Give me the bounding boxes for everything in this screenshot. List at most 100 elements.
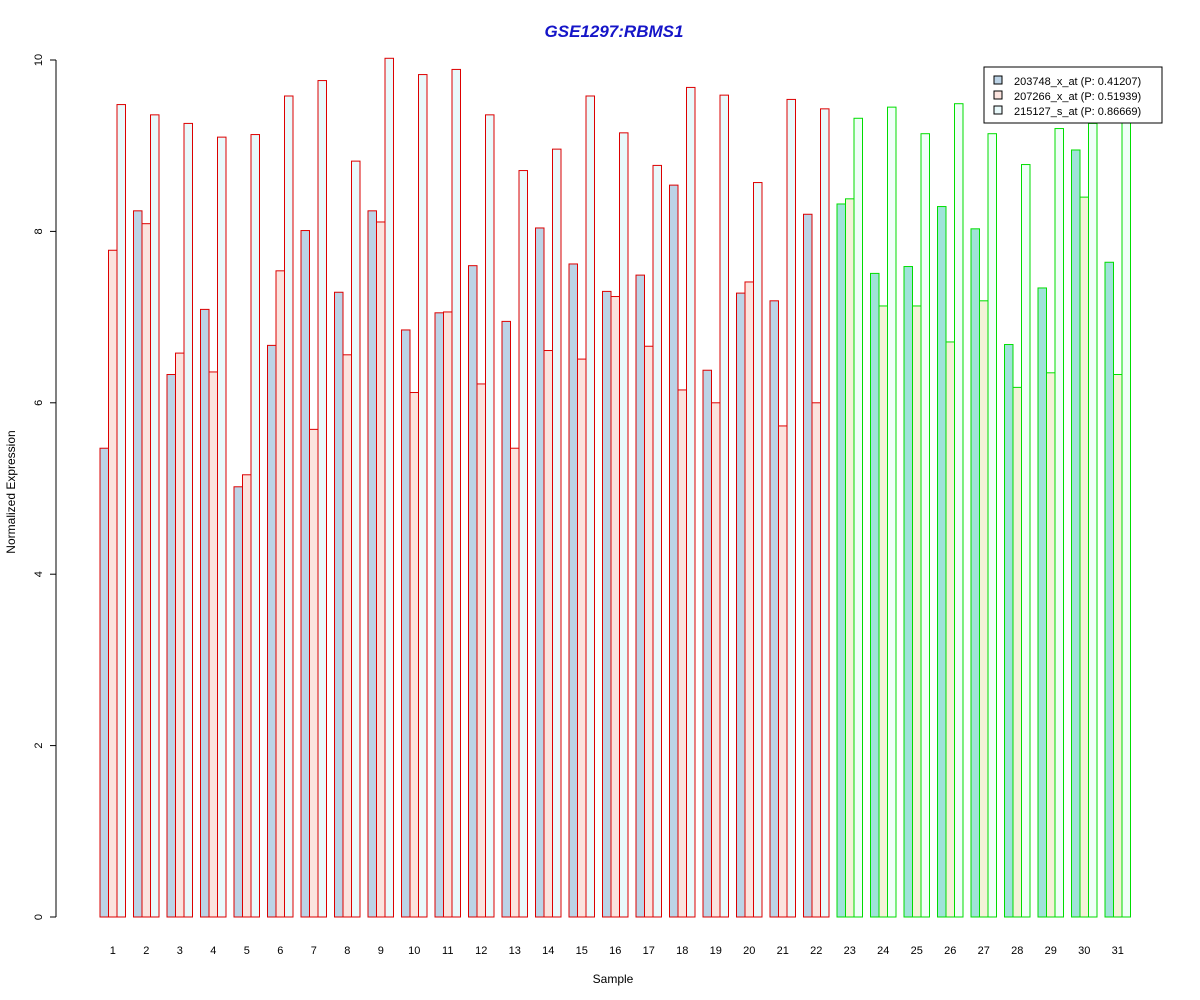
x-tick-label: 23: [844, 945, 856, 957]
bar-sample-25-series-1: [903, 266, 913, 918]
bar-sample-28-series-2: [1012, 386, 1022, 918]
x-tick-label: 20: [743, 945, 755, 957]
x-tick-label: 16: [609, 945, 621, 957]
y-tick-label: 0: [33, 914, 45, 920]
x-tick-label: 25: [911, 945, 923, 957]
x-tick-label: 11: [442, 945, 453, 957]
bar-sample-24-series-1: [870, 272, 880, 918]
bar-sample-30-series-2: [1079, 196, 1089, 918]
x-tick-label: 21: [777, 945, 789, 957]
bar-sample-6-series-1: [267, 344, 277, 918]
bar-sample-17-series-1: [635, 274, 645, 918]
x-tick-label: 22: [810, 945, 822, 957]
legend-swatch-2: [993, 90, 1003, 100]
bar-sample-6-series-2: [275, 270, 285, 918]
bar-sample-11-series-2: [443, 311, 453, 918]
bar-sample-23-series-1: [836, 203, 846, 918]
bar-sample-22-series-1: [803, 213, 813, 918]
bar-sample-5-series-2: [242, 474, 252, 918]
x-tick-label: 8: [344, 945, 350, 957]
bar-sample-16-series-2: [610, 296, 620, 918]
bar-sample-8-series-2: [342, 354, 352, 918]
bar-sample-28-series-3: [1021, 164, 1031, 918]
bar-sample-24-series-3: [887, 106, 897, 918]
bar-sample-20-series-3: [753, 182, 763, 918]
bar-sample-3-series-1: [166, 374, 176, 918]
bar-sample-22-series-3: [820, 108, 830, 918]
x-tick-label: 14: [542, 945, 554, 957]
bar-sample-14-series-2: [543, 350, 553, 918]
bar-sample-1-series-2: [108, 249, 118, 918]
legend-swatch-3: [993, 105, 1003, 115]
bar-sample-10-series-2: [409, 392, 419, 918]
bar-sample-13-series-1: [501, 320, 511, 918]
x-tick-label: 12: [475, 945, 487, 957]
bar-sample-23-series-2: [845, 198, 855, 918]
bar-sample-15-series-2: [577, 358, 587, 918]
bar-sample-22-series-2: [811, 402, 821, 918]
bar-sample-31-series-1: [1104, 261, 1114, 918]
bar-sample-18-series-2: [677, 389, 687, 918]
bar-sample-8-series-3: [351, 160, 361, 918]
bar-sample-21-series-1: [769, 300, 779, 918]
bar-sample-7-series-2: [309, 428, 319, 918]
bar-sample-16-series-3: [619, 132, 629, 918]
bar-sample-23-series-3: [853, 117, 863, 918]
y-tick-label: 6: [33, 400, 45, 406]
bar-sample-10-series-1: [401, 329, 411, 918]
bar-sample-2-series-2: [141, 223, 151, 918]
bar-sample-6-series-3: [284, 95, 294, 918]
bar-sample-29-series-1: [1037, 287, 1047, 918]
bar-sample-21-series-3: [786, 98, 796, 918]
bar-sample-3-series-3: [183, 122, 193, 918]
x-tick-label: 9: [378, 945, 384, 957]
bar-sample-9-series-2: [376, 221, 386, 918]
bar-sample-1-series-1: [99, 447, 109, 918]
bar-sample-20-series-1: [736, 292, 746, 918]
bar-sample-24-series-2: [878, 305, 888, 918]
x-tick-label: 24: [877, 945, 889, 957]
bar-sample-19-series-1: [702, 369, 712, 918]
bar-sample-4-series-2: [208, 371, 218, 918]
bar-sample-26-series-1: [937, 206, 947, 918]
y-tick-label: 2: [33, 743, 45, 749]
x-axis-label: Sample: [593, 972, 634, 986]
x-tick-label: 27: [978, 945, 990, 957]
x-tick-label: 6: [277, 945, 283, 957]
x-tick-label: 17: [643, 945, 655, 957]
bar-sample-1-series-3: [116, 104, 126, 918]
legend: 203748_x_at (P: 0.41207) 207266_x_at (P:…: [983, 66, 1163, 124]
x-tick-label: 3: [177, 945, 183, 957]
bar-sample-3-series-2: [175, 352, 185, 918]
x-tick-label: 31: [1112, 945, 1124, 957]
bar-sample-27-series-1: [970, 228, 980, 918]
x-tick-label: 2: [143, 945, 149, 957]
bar-sample-8-series-1: [334, 291, 344, 918]
bar-sample-16-series-1: [602, 290, 612, 918]
bar-sample-13-series-2: [510, 447, 520, 918]
bar-sample-2-series-3: [150, 114, 160, 918]
x-tick-label: 10: [408, 945, 420, 957]
bar-sample-31-series-3: [1121, 119, 1131, 918]
bar-sample-25-series-3: [920, 133, 930, 918]
bar-sample-20-series-2: [744, 281, 754, 918]
bar-sample-9-series-1: [367, 210, 377, 918]
bar-sample-25-series-2: [912, 305, 922, 918]
x-tick-label: 26: [944, 945, 956, 957]
bars: [99, 57, 1131, 918]
x-tick-label: 29: [1045, 945, 1057, 957]
bar-sample-18-series-3: [686, 86, 696, 918]
bar-sample-5-series-1: [233, 486, 243, 918]
bar-sample-17-series-3: [652, 164, 662, 918]
bar-sample-27-series-2: [979, 300, 989, 918]
bar-sample-31-series-2: [1113, 374, 1123, 918]
bar-sample-30-series-1: [1071, 149, 1081, 918]
bar-sample-12-series-2: [476, 383, 486, 918]
bar-sample-13-series-3: [518, 170, 528, 918]
legend-box: [983, 66, 1163, 124]
bar-sample-18-series-1: [669, 184, 679, 918]
bar-sample-26-series-2: [945, 341, 955, 918]
bar-sample-14-series-3: [552, 148, 562, 918]
y-axis-label: Normalized Expression: [4, 430, 18, 553]
